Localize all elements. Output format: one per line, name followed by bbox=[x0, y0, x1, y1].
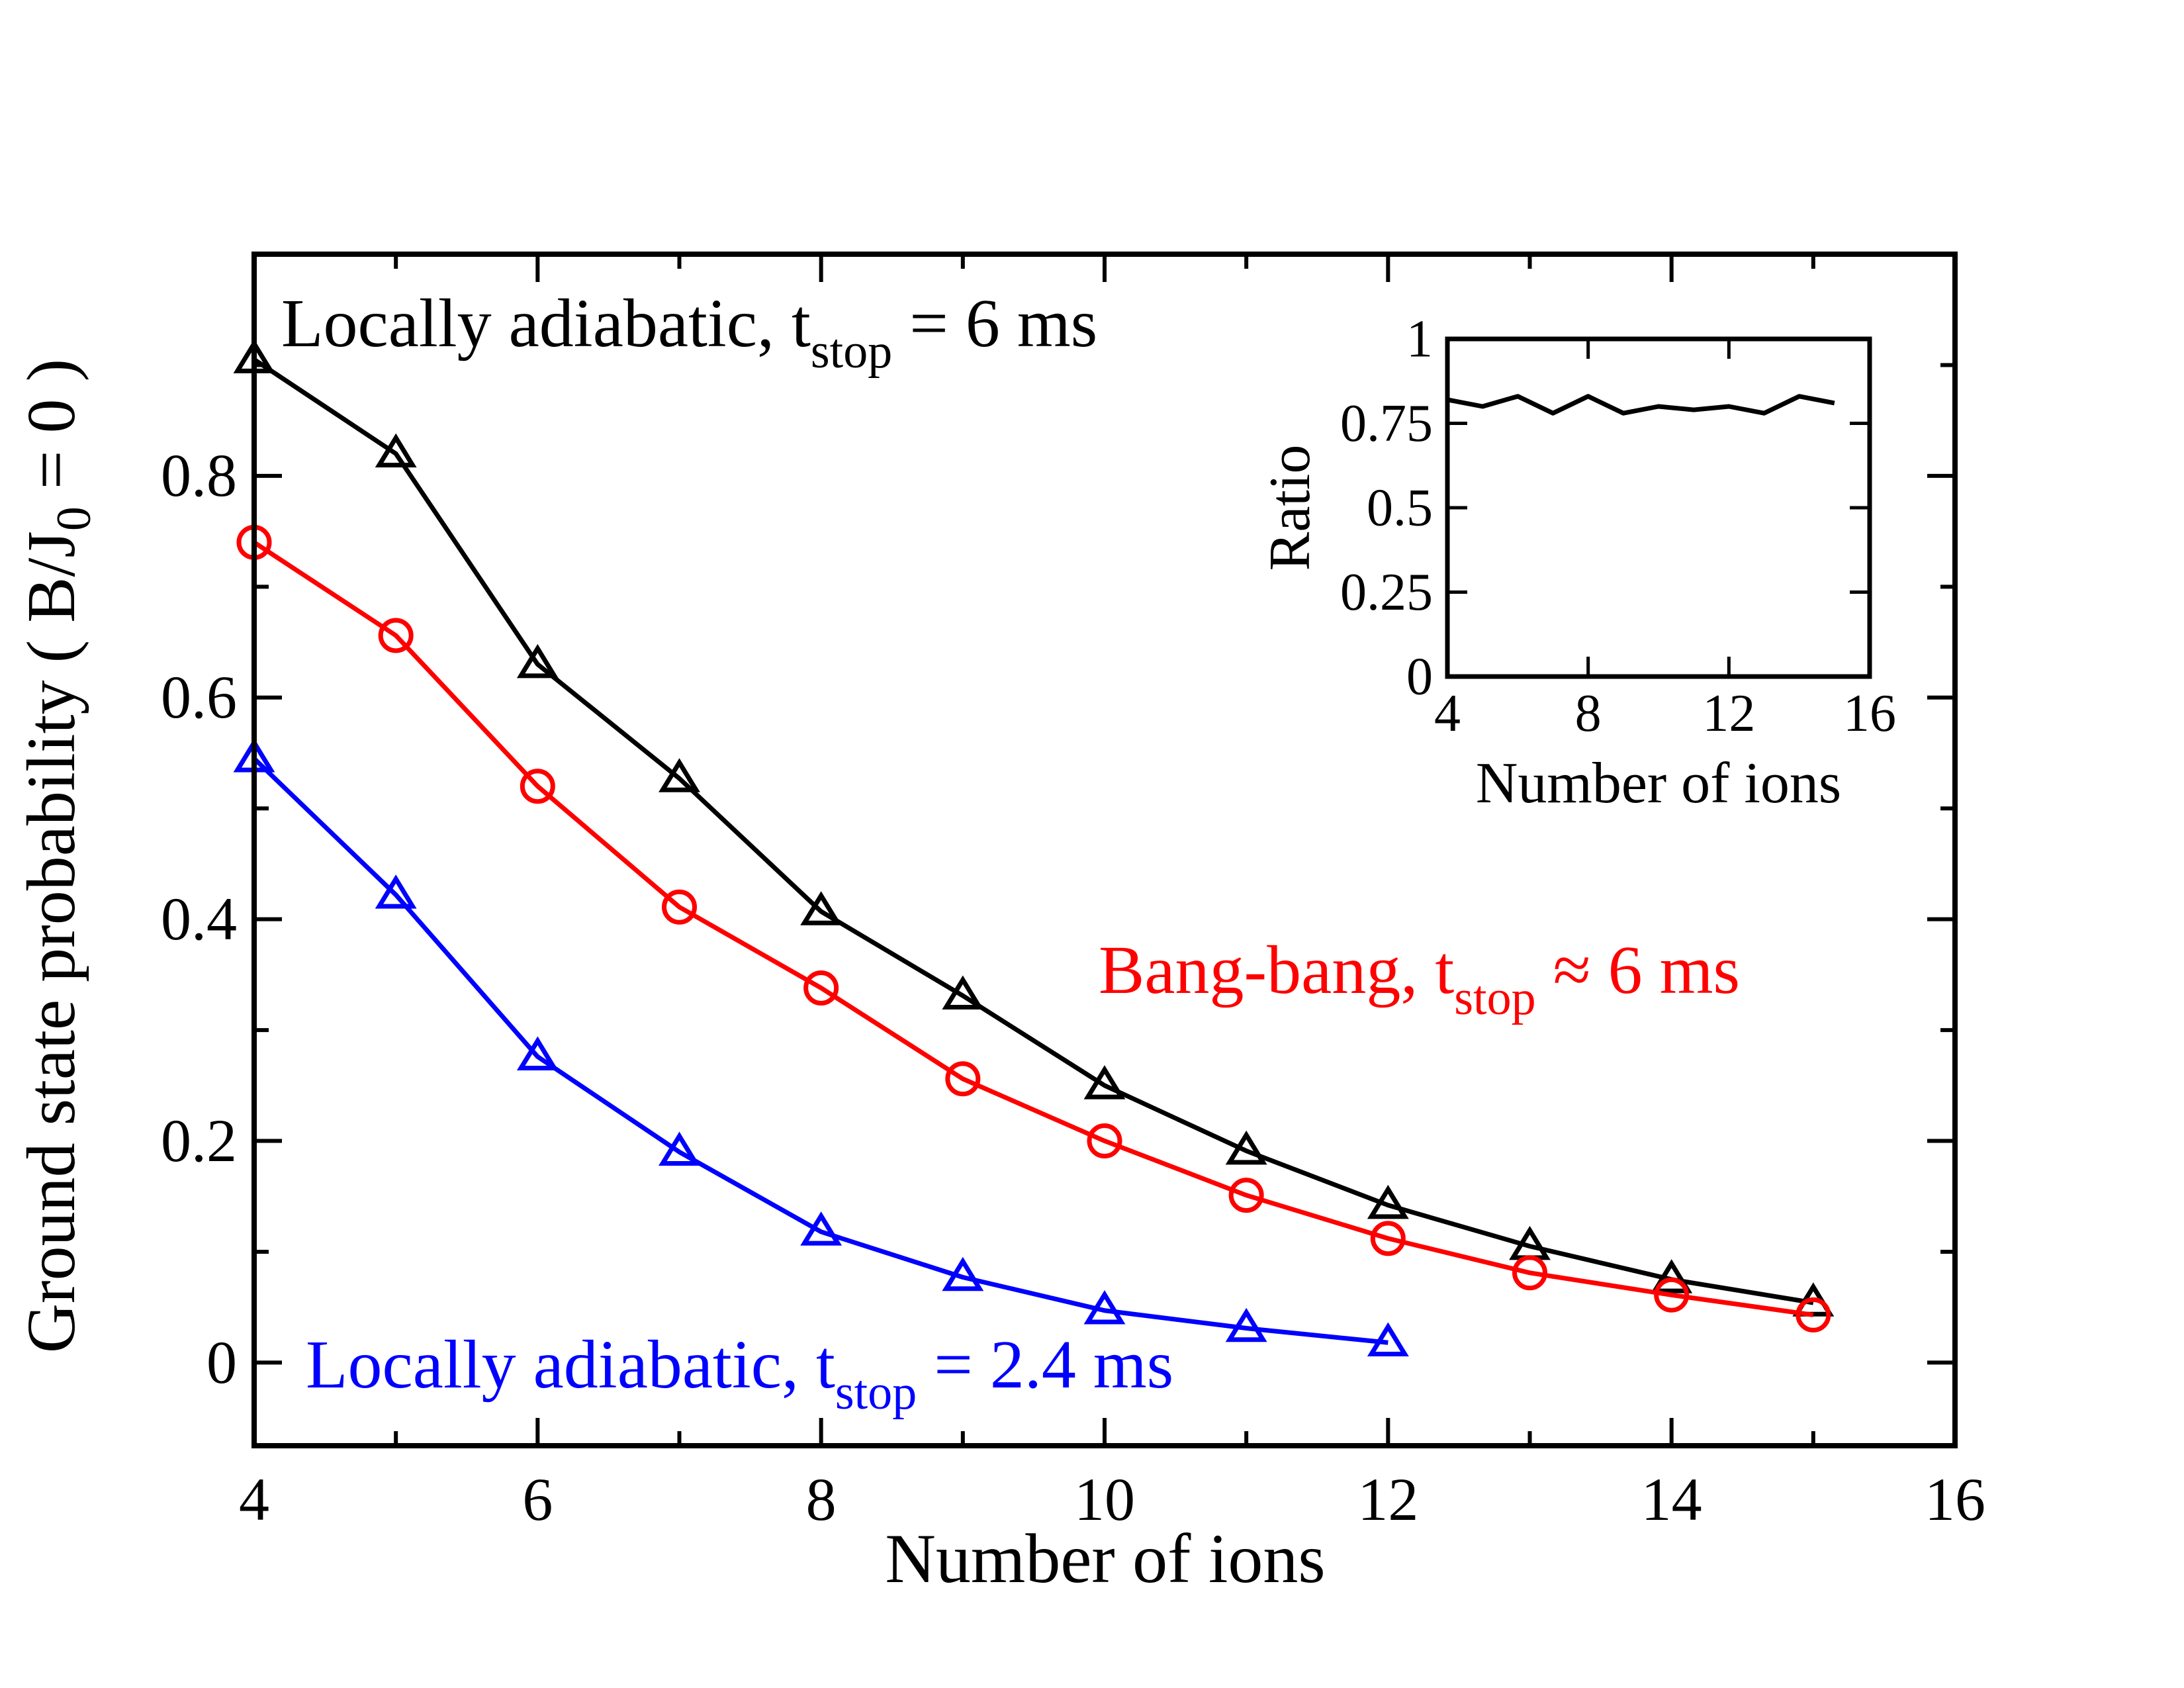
data-point-triangle bbox=[1225, 1130, 1267, 1165]
main-plot-frame bbox=[251, 252, 1958, 1448]
series-label-red: Bang-bang, tstop ≈ 6 ms bbox=[1099, 932, 1740, 1025]
data-point-triangle bbox=[516, 1036, 559, 1071]
main-series-group bbox=[233, 339, 1835, 1357]
y-tick-label: 0.25 bbox=[1340, 563, 1433, 622]
y-tick-label: 0.8 bbox=[161, 442, 237, 509]
inset-plot-frame bbox=[1445, 336, 1872, 679]
data-point-triangle bbox=[1367, 1184, 1409, 1219]
data-point-triangle bbox=[1225, 1307, 1267, 1342]
data-point-triangle bbox=[1083, 1065, 1126, 1100]
inset-y-axis-label: Ratio bbox=[1258, 445, 1322, 571]
y-tick-label: 1 bbox=[1406, 310, 1433, 368]
x-tick-label: 8 bbox=[806, 1466, 837, 1533]
inset-axis-ticks bbox=[1445, 337, 1872, 679]
main-axis-ticks bbox=[252, 254, 1957, 1446]
data-point-triangle bbox=[659, 758, 700, 792]
x-tick-label: 4 bbox=[239, 1466, 269, 1533]
data-point-circle bbox=[1796, 1297, 1831, 1333]
series-label-black: Locally adiabatic, tstop = 6 ms bbox=[281, 285, 1097, 379]
data-point-circle bbox=[1228, 1178, 1264, 1213]
y-tick-label: 0.5 bbox=[1367, 479, 1433, 537]
data-point-circle bbox=[1512, 1255, 1547, 1291]
data-point-triangle bbox=[1083, 1290, 1126, 1325]
series-line-2 bbox=[252, 757, 1388, 1345]
x-tick-label: 10 bbox=[1074, 1466, 1135, 1533]
x-tick-label: 12 bbox=[1357, 1466, 1418, 1533]
series-label-blue: Locally adiabatic, tstop = 2.4 ms bbox=[306, 1327, 1173, 1420]
y-tick-label: 0.4 bbox=[161, 885, 237, 953]
y-tick-label: 0.75 bbox=[1340, 395, 1433, 453]
data-point-circle bbox=[520, 769, 555, 804]
x-tick-label: 6 bbox=[522, 1466, 553, 1533]
data-point-circle bbox=[1370, 1221, 1406, 1256]
data-point-circle bbox=[1654, 1277, 1690, 1313]
data-point-circle bbox=[1087, 1123, 1122, 1159]
x-tick-label: 16 bbox=[1843, 684, 1896, 743]
data-point-triangle bbox=[942, 975, 984, 1009]
data-point-triangle bbox=[375, 433, 417, 468]
data-point-circle bbox=[803, 970, 839, 1006]
y-axis-label: Ground state probability ( B/J0 = 0 ) bbox=[13, 359, 101, 1353]
series-line-0 bbox=[253, 357, 1814, 1305]
y-tick-label: 0 bbox=[206, 1329, 237, 1396]
data-point-triangle bbox=[375, 874, 417, 909]
x-tick-label: 14 bbox=[1641, 1466, 1702, 1533]
x-tick-label: 8 bbox=[1575, 684, 1602, 743]
data-point-triangle bbox=[800, 891, 842, 925]
data-point-circle bbox=[378, 618, 414, 653]
data-point-circle bbox=[945, 1061, 981, 1097]
x-axis-label: Number of ions bbox=[885, 1520, 1325, 1597]
y-tick-label: 0 bbox=[1406, 647, 1433, 706]
series-line-0 bbox=[1447, 394, 1835, 416]
data-point-triangle bbox=[800, 1211, 842, 1246]
data-point-triangle bbox=[659, 1131, 700, 1166]
inset-x-axis-label: Number of ions bbox=[1476, 751, 1841, 816]
data-point-triangle bbox=[1367, 1322, 1409, 1357]
main-tick-labels: 4 6 8 10 12 14 16 0 0.2 0.4 0.6 0.8 bbox=[161, 442, 1985, 1533]
x-tick-label: 16 bbox=[1925, 1466, 1985, 1533]
data-point-circle bbox=[662, 889, 697, 925]
inset-series-group bbox=[1447, 394, 1835, 416]
inset-plot: 4 8 12 16 0 0.25 0.5 0.75 1 Number of ions Ratio bbox=[1258, 310, 1896, 816]
data-point-triangle bbox=[516, 643, 559, 679]
y-tick-label: 0.2 bbox=[161, 1107, 237, 1174]
data-point-triangle bbox=[942, 1256, 984, 1291]
x-tick-label: 4 bbox=[1434, 684, 1461, 743]
y-tick-label: 0.6 bbox=[161, 663, 237, 731]
series-line-1 bbox=[253, 540, 1814, 1317]
inset-tick-labels: 4 8 12 16 0 0.25 0.5 0.75 1 bbox=[1340, 310, 1896, 743]
x-tick-label: 12 bbox=[1702, 684, 1755, 743]
data-point-triangle bbox=[1651, 1259, 1693, 1293]
